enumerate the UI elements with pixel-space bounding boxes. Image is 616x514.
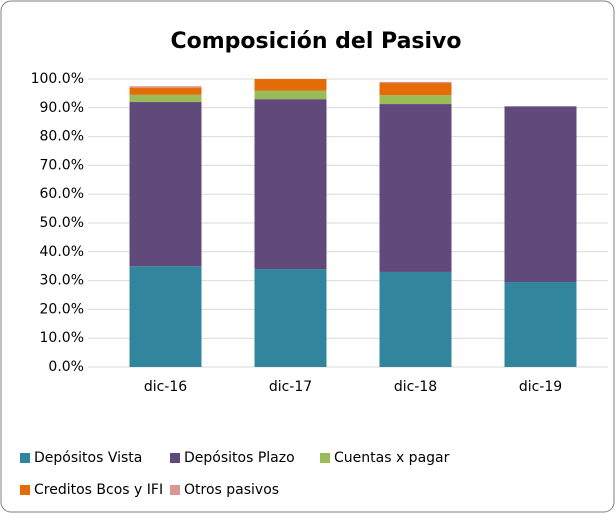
y-tick-label: 70.0% [40, 157, 84, 173]
legend-swatch [170, 485, 180, 495]
legend-label: Cuentas x pagar [334, 450, 450, 466]
y-tick-label: 90.0% [40, 100, 84, 116]
legend-label: Depósitos Vista [34, 450, 142, 466]
y-tick-label: 30.0% [40, 273, 84, 289]
legend-label: Otros pasivos [184, 482, 279, 498]
bar-segment [379, 271, 452, 367]
x-tick-label: dic-19 [519, 379, 562, 395]
bar-segment [379, 95, 452, 105]
bar-segment [504, 282, 577, 367]
legend-label: Creditos Bcos y IFI [34, 482, 163, 498]
y-tick-label: 40.0% [40, 244, 84, 260]
legend-swatch [20, 453, 30, 463]
bar-segment [129, 266, 202, 367]
legend-swatch [20, 485, 30, 495]
x-tick-label: dic-17 [269, 379, 312, 395]
legend-swatch [320, 453, 330, 463]
legend-label: Depósitos Plazo [184, 450, 295, 466]
y-tick-label: 60.0% [40, 186, 84, 202]
bar-segment [254, 79, 327, 91]
y-tick-label: 20.0% [40, 301, 84, 317]
y-tick-label: 0.0% [48, 359, 84, 375]
bar-segment [129, 94, 202, 103]
chart-title: Composición del Pasivo [170, 29, 461, 54]
y-tick-label: 50.0% [40, 215, 84, 231]
bar-segment [129, 87, 202, 95]
y-tick-label: 10.0% [40, 330, 84, 346]
bar-segment [129, 102, 202, 267]
bar-segment [379, 104, 452, 272]
y-tick-label: 100.0% [31, 71, 84, 87]
x-tick-label: dic-16 [144, 379, 187, 395]
bar-segment [379, 83, 452, 96]
x-tick-label: dic-18 [394, 379, 437, 395]
y-tick-label: 80.0% [40, 129, 84, 145]
legend-swatch [170, 453, 180, 463]
bar-segment [379, 81, 452, 84]
bar-segment [254, 99, 327, 270]
bar-segment [254, 269, 327, 367]
bar-segment [504, 106, 577, 283]
bar-segment [254, 90, 327, 100]
bar-segment [129, 86, 202, 88]
